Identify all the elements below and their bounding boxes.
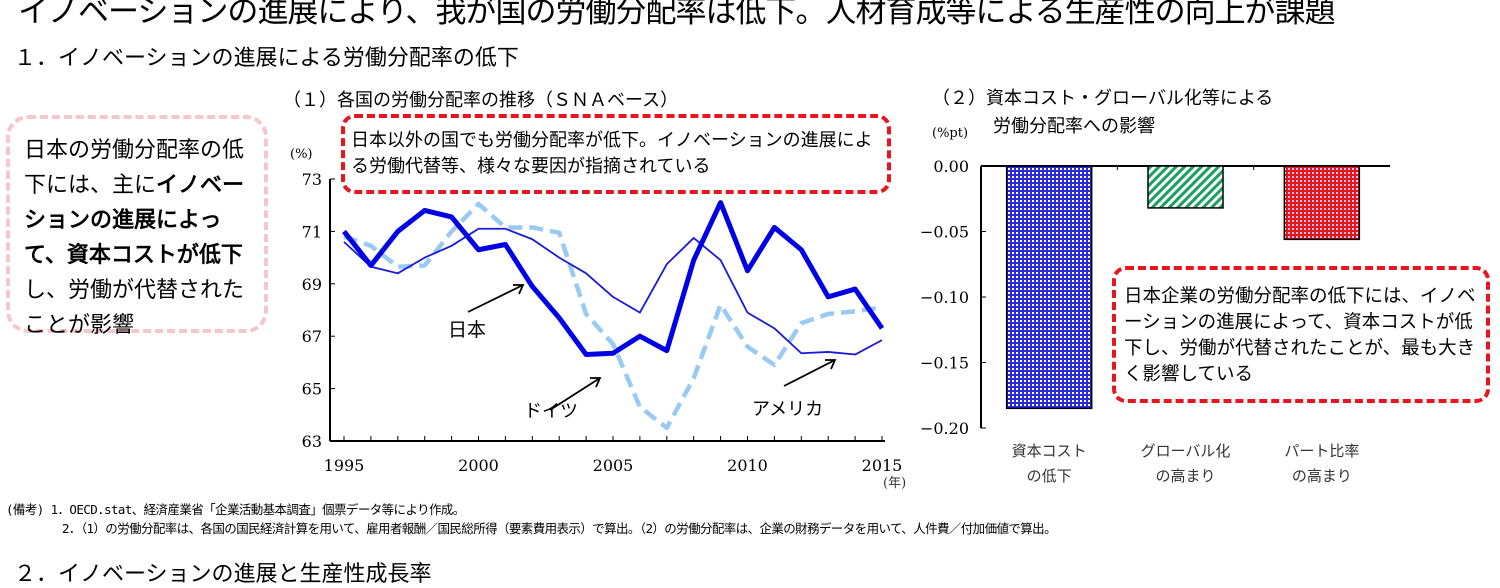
- footnotes: (備考) 1．OECD.stat、経済産業省「企業活動基本調査」個票データ等によ…: [6, 500, 1057, 538]
- y-tick-label: 63: [302, 432, 322, 451]
- line-chart-title: （１）各国の労働分配率の推移（ＳＮＡベース）: [283, 90, 679, 111]
- section-heading-1: １．イノベーションの進展による労働分配率の低下: [14, 46, 519, 71]
- y-tick-label: −0.20: [920, 419, 969, 438]
- summary-text: 日本の労働分配率の低下には、主に: [24, 138, 245, 198]
- x-tick-label: 2005: [593, 456, 634, 475]
- y-tick-label: −0.05: [920, 223, 969, 242]
- y-tick-label: 67: [302, 327, 322, 346]
- page-title: イノベーションの進展により、我が国の労働分配率は低下。人材育成等による生産性の向…: [18, 0, 1336, 30]
- y-tick-label: 71: [302, 222, 322, 241]
- y-tick-label: 65: [302, 380, 322, 399]
- series-line-dashed: [343, 201, 883, 431]
- bar-category-label: グローバル化: [1141, 442, 1231, 460]
- note-1: 1．OECD.stat、経済産業省「企業活動基本調査」個票データ等により作成。: [50, 502, 466, 517]
- bar: [1147, 165, 1224, 209]
- bar-chart-title-line2: 労働分配率への影響: [993, 116, 1155, 137]
- bar-category-label: の高まり: [1155, 467, 1215, 485]
- bar-chart-title: （２）資本コスト・グローバル化等による: [932, 88, 1274, 109]
- series-line-thick: [342, 200, 885, 358]
- x-tick-label: 2015: [862, 456, 903, 475]
- x-tick-label: 2000: [458, 456, 499, 475]
- bar: [1283, 165, 1361, 241]
- y-tick-label: 69: [302, 275, 322, 294]
- bar-category-label: の低下: [1027, 467, 1072, 485]
- summary-emphasis: イノベーションの進展によって、資本コストが低下: [24, 173, 245, 268]
- label-usa: アメリカ: [752, 399, 823, 420]
- y-tick-label: −0.10: [920, 288, 969, 307]
- bar-chart-callout: 日本企業の労働分配率の低下には、イノベーションの進展によって、資本コストが低下し…: [1112, 266, 1490, 403]
- bar-category-label: 資本コスト: [1012, 442, 1087, 460]
- bar-category-label: の高まり: [1292, 467, 1352, 485]
- y-tick-label: 73: [302, 170, 322, 189]
- arrow-usa: [783, 359, 837, 387]
- notes-label: (備考): [6, 502, 44, 517]
- x-tick-label: 2010: [727, 456, 768, 475]
- series-line-thin: [343, 227, 883, 356]
- arrow-japan: [467, 284, 525, 313]
- bar: [1005, 165, 1093, 410]
- note-2: 2．（1）の労働分配率は、各国の国民経済計算を用いて、雇用者報酬／国民総所得（要…: [62, 521, 1057, 536]
- y-tick-label: 0.00: [933, 157, 969, 176]
- bar-y-unit: (%pt): [932, 126, 968, 141]
- label-germany: ドイツ: [524, 401, 578, 422]
- line-chart-callout: 日本以外の国でも労働分配率が低下。イノベーションの進展による労働代替等、様々な要…: [341, 114, 891, 194]
- line-y-unit: (%): [290, 147, 313, 162]
- arrow-germany: [549, 377, 602, 411]
- summary-text-end: し、労働が代替されたことが影響: [24, 278, 245, 338]
- y-tick-label: −0.15: [920, 354, 969, 373]
- line-x-unit: (年): [883, 476, 906, 491]
- summary-note-box: 日本の労働分配率の低下には、主にイノベーションの進展によって、資本コストが低下し…: [6, 115, 268, 338]
- bar-category-label: パート比率: [1284, 442, 1359, 460]
- x-tick-label: 1995: [324, 456, 365, 475]
- label-japan: 日本: [448, 319, 486, 341]
- section-heading-2: ２．イノベーションの進展と生産性成長率: [14, 562, 432, 587]
